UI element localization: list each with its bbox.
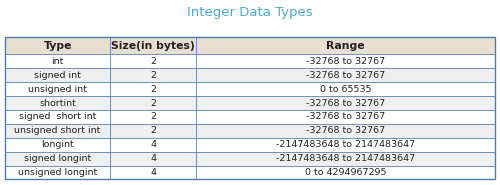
Text: Integer Data Types: Integer Data Types bbox=[187, 6, 313, 18]
Bar bbox=[196, 54, 495, 68]
Bar bbox=[5, 54, 110, 68]
Text: 2: 2 bbox=[150, 71, 156, 80]
Bar bbox=[110, 82, 196, 96]
Text: longint: longint bbox=[42, 140, 74, 149]
Text: 4: 4 bbox=[150, 168, 156, 177]
Text: shortint: shortint bbox=[39, 99, 76, 107]
Bar bbox=[110, 138, 196, 152]
Text: signed  short int: signed short int bbox=[19, 112, 96, 121]
Bar bbox=[196, 152, 495, 166]
Bar bbox=[5, 37, 495, 179]
Bar bbox=[196, 37, 495, 54]
Text: unsigned longint: unsigned longint bbox=[18, 168, 98, 177]
Text: signed longint: signed longint bbox=[24, 154, 92, 163]
Bar bbox=[196, 82, 495, 96]
Bar bbox=[110, 54, 196, 68]
Text: -32768 to 32767: -32768 to 32767 bbox=[306, 71, 385, 80]
Text: unsigned short int: unsigned short int bbox=[14, 126, 101, 135]
Bar bbox=[110, 96, 196, 110]
Text: 2: 2 bbox=[150, 126, 156, 135]
Text: 2: 2 bbox=[150, 85, 156, 94]
Text: Size(in bytes): Size(in bytes) bbox=[112, 41, 195, 51]
Bar bbox=[110, 37, 196, 54]
Text: int: int bbox=[52, 57, 64, 66]
Bar bbox=[5, 82, 110, 96]
Bar bbox=[196, 166, 495, 179]
Bar bbox=[5, 37, 110, 54]
Bar bbox=[110, 68, 196, 82]
Text: Type: Type bbox=[44, 41, 72, 51]
Text: -32768 to 32767: -32768 to 32767 bbox=[306, 99, 385, 107]
Bar bbox=[5, 166, 110, 179]
Bar bbox=[5, 124, 110, 138]
Text: 2: 2 bbox=[150, 57, 156, 66]
Bar bbox=[5, 152, 110, 166]
Bar bbox=[196, 68, 495, 82]
Bar bbox=[196, 138, 495, 152]
Text: 0 to 4294967295: 0 to 4294967295 bbox=[305, 168, 386, 177]
Text: 2: 2 bbox=[150, 112, 156, 121]
Bar bbox=[196, 96, 495, 110]
Text: 2: 2 bbox=[150, 99, 156, 107]
Text: -32768 to 32767: -32768 to 32767 bbox=[306, 57, 385, 66]
Bar bbox=[110, 110, 196, 124]
Text: unsigned int: unsigned int bbox=[28, 85, 87, 94]
Text: -2147483648 to 2147483647: -2147483648 to 2147483647 bbox=[276, 154, 415, 163]
Text: -32768 to 32767: -32768 to 32767 bbox=[306, 112, 385, 121]
Bar bbox=[5, 138, 110, 152]
Bar bbox=[5, 110, 110, 124]
Text: -32768 to 32767: -32768 to 32767 bbox=[306, 126, 385, 135]
Bar bbox=[196, 110, 495, 124]
Text: 4: 4 bbox=[150, 140, 156, 149]
Text: 0 to 65535: 0 to 65535 bbox=[320, 85, 372, 94]
Bar bbox=[5, 96, 110, 110]
Text: 4: 4 bbox=[150, 154, 156, 163]
Bar bbox=[196, 124, 495, 138]
Bar bbox=[110, 152, 196, 166]
Bar bbox=[110, 124, 196, 138]
Bar bbox=[5, 68, 110, 82]
Text: Range: Range bbox=[326, 41, 365, 51]
Text: -2147483648 to 2147483647: -2147483648 to 2147483647 bbox=[276, 140, 415, 149]
Bar bbox=[110, 166, 196, 179]
Text: signed int: signed int bbox=[34, 71, 81, 80]
